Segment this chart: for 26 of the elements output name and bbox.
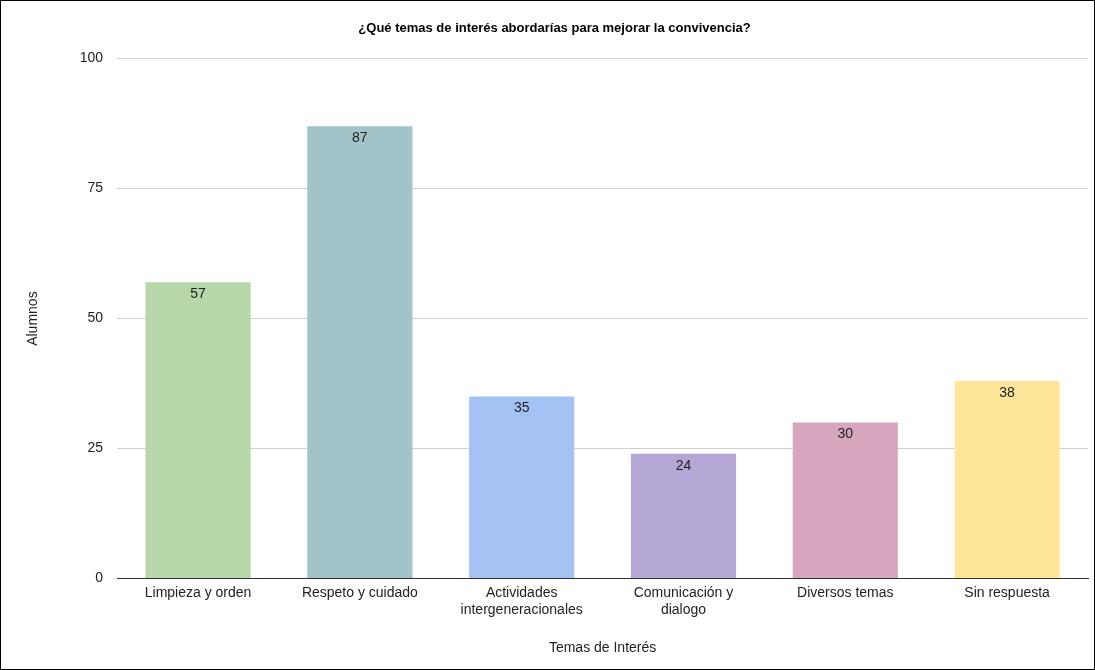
- bar: [307, 126, 413, 579]
- y-tick-label: 75: [87, 179, 104, 196]
- x-tick-label: Respeto y cuidado: [301, 583, 419, 600]
- bar: [792, 422, 898, 579]
- y-tick-label: 50: [87, 309, 104, 326]
- chart-title: ¿Qué temas de interés abordarías para mejorar la convivencia?: [358, 20, 751, 36]
- x-tick-label: Limpieza y orden: [144, 583, 252, 600]
- data-label: 35: [513, 399, 530, 416]
- data-label: 57: [190, 285, 207, 302]
- bar: [469, 396, 575, 579]
- x-tick-label: Diversos temas: [797, 583, 894, 600]
- y-tick-label: 0: [95, 569, 104, 586]
- x-tick-label: Actividades intergeneracionales: [460, 583, 583, 617]
- data-label: 38: [999, 383, 1016, 400]
- bar: [630, 453, 737, 579]
- x-tick-label: Sin respuesta: [964, 583, 1051, 600]
- bar: [954, 381, 1060, 579]
- data-label: 30: [837, 425, 854, 442]
- data-label: 87: [352, 129, 368, 146]
- data-label: 24: [675, 456, 692, 473]
- y-axis-title: Alumnos: [24, 291, 41, 346]
- y-tick-label: 100: [79, 49, 104, 66]
- x-tick-label: Comunicación y dialogo: [633, 583, 734, 617]
- x-axis-title: Temas de Interés: [548, 639, 657, 656]
- y-tick-label: 25: [87, 439, 104, 456]
- bar: [145, 282, 251, 579]
